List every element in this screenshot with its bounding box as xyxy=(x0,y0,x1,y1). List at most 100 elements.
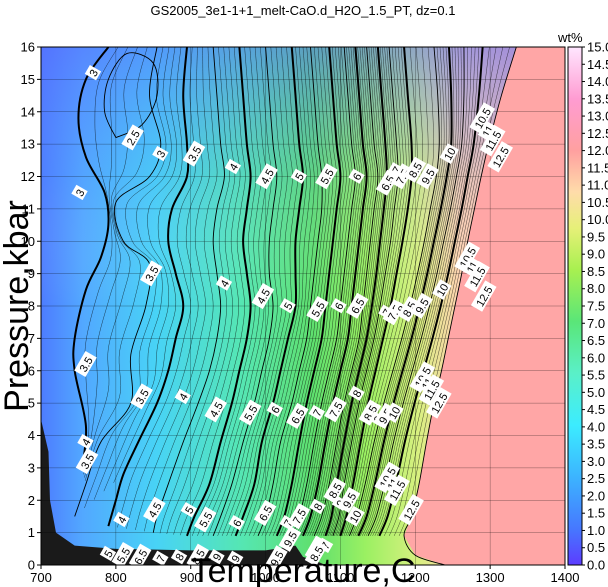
contour-label-background xyxy=(464,260,490,293)
contour-label-background xyxy=(398,493,424,526)
contour-line-minor xyxy=(334,47,402,536)
contour-label-background xyxy=(253,499,277,526)
x-axis-ticks: 700 800 900 1000 1100 1200 1300 1400 xyxy=(30,565,579,585)
contour-label-text: 3 xyxy=(155,149,168,160)
contour-label-background xyxy=(324,396,347,423)
contour-label-text: 5 xyxy=(103,549,116,560)
contour-label-background xyxy=(348,385,365,401)
contour-label-background xyxy=(316,537,334,553)
contour-line xyxy=(378,47,484,537)
y-tick-label: 8 xyxy=(28,299,35,314)
contour-label-background xyxy=(409,361,436,393)
contour-line-minor xyxy=(338,47,410,536)
contour-label-background xyxy=(74,350,97,378)
x-axis-label: Temperature,C xyxy=(191,552,416,587)
contour-line-minor xyxy=(239,47,307,536)
contour-line xyxy=(72,47,110,468)
colorbar-tick-label: 13.0 xyxy=(587,109,608,124)
contour-label-background xyxy=(113,511,130,528)
contour-label: 6 xyxy=(348,168,365,184)
contour-label-text: 3 xyxy=(88,68,101,79)
colorbar-tick-label: 15.0 xyxy=(587,40,608,55)
contour-line-minor xyxy=(326,47,390,536)
colorbar-tick-label: 12.0 xyxy=(587,143,608,158)
contour-label-background xyxy=(228,514,245,531)
contour-label-background xyxy=(193,506,217,533)
colorbar-tick-label: 2.0 xyxy=(587,488,605,503)
colorbar-tick-label: 9.0 xyxy=(587,247,605,262)
contour-line-minor xyxy=(84,47,138,478)
contour-label: 4 xyxy=(113,511,130,528)
contour-line-minor xyxy=(300,47,365,536)
contour-label: 5 xyxy=(279,298,296,314)
contour-line xyxy=(332,47,399,536)
contour-line-minor xyxy=(207,47,272,536)
contour-label-background xyxy=(84,64,102,81)
contour-line xyxy=(212,47,278,537)
contour-label: 3 xyxy=(152,145,169,162)
y-tick-label: 16 xyxy=(21,40,35,55)
contour-label-text: 6.5 xyxy=(132,548,150,567)
y-tick-label: 7 xyxy=(28,331,35,346)
contour-line-minor xyxy=(159,47,230,534)
contour-label: 7 xyxy=(152,550,169,565)
contour-label: 8 xyxy=(170,548,188,565)
contour-label-background xyxy=(462,256,482,278)
y-tick-label: 2 xyxy=(28,493,35,508)
contour-label-text: 4 xyxy=(177,391,190,402)
contour-label: 10 xyxy=(432,279,452,300)
contour-label-background xyxy=(477,120,498,142)
contour-label-background xyxy=(255,163,278,190)
contour-label: 8 xyxy=(348,385,365,401)
contour-label-background xyxy=(99,545,117,562)
contour-line-minor xyxy=(253,47,319,536)
contour-label-background xyxy=(152,550,169,565)
colorbar-tick-label: 10.0 xyxy=(587,212,608,227)
colorbar-title: wt% xyxy=(557,30,583,45)
contour-label-text: 5 xyxy=(183,505,196,516)
contour-label-text: 4 xyxy=(80,437,93,448)
contour-line-minor xyxy=(398,47,510,536)
contour-label-background xyxy=(279,298,296,314)
contour-line-minor xyxy=(166,47,236,534)
contour-label-background xyxy=(416,163,439,190)
contour-line xyxy=(103,52,159,139)
contour-label-background xyxy=(143,496,166,523)
contour-line-minor xyxy=(331,47,397,536)
x-tick-label: 1400 xyxy=(551,570,580,585)
contour-line-minor xyxy=(144,47,218,532)
contour-label-text: 10 xyxy=(387,405,404,422)
contour-label-background xyxy=(266,401,284,418)
contour-label-background xyxy=(208,548,225,565)
contour-label-background xyxy=(170,548,188,565)
colorbar-tick-label: 7.0 xyxy=(587,316,605,331)
contour-line-minor xyxy=(298,47,363,536)
plot-area: 32.533.544.555.566.577.588.59.51010.5111… xyxy=(41,47,565,567)
contour-line-minor xyxy=(328,47,392,536)
colorbar-ticks: 0.0 0.5 1.0 1.5 2.0 2.5 3.0 3.5 4.0 4.5 5.0 5.5 6.0 6… xyxy=(582,40,608,573)
colorbar-tick-label: 8.5 xyxy=(587,264,605,279)
contour-line-minor xyxy=(192,47,257,536)
colorbar-tick-label: 0.0 xyxy=(587,558,605,573)
colorbar-tick-label: 3.5 xyxy=(587,437,605,452)
colorbar-tick-label: 8.0 xyxy=(587,281,605,296)
contour-label-background xyxy=(374,461,400,494)
y-tick-label: 15 xyxy=(21,72,35,87)
contour-label-background xyxy=(403,156,427,183)
x-tick-label: 1100 xyxy=(326,570,354,585)
contour-label-background xyxy=(180,502,197,518)
contour-label: 5 xyxy=(180,502,197,518)
x-tick-label: 900 xyxy=(180,570,202,585)
y-tick-label: 1 xyxy=(28,525,35,540)
contour-label: 4 xyxy=(215,275,233,291)
contour-line-minor xyxy=(173,47,241,535)
contour-label: 4 xyxy=(174,388,191,405)
contour-line-minor xyxy=(83,47,129,475)
contour-label-text: 7 xyxy=(311,408,324,419)
contour-line-minor xyxy=(316,47,380,536)
contour-label-background xyxy=(418,374,445,406)
contour-line xyxy=(257,47,323,537)
contour-label: 9 xyxy=(227,550,244,565)
contour-line-minor xyxy=(135,47,211,531)
